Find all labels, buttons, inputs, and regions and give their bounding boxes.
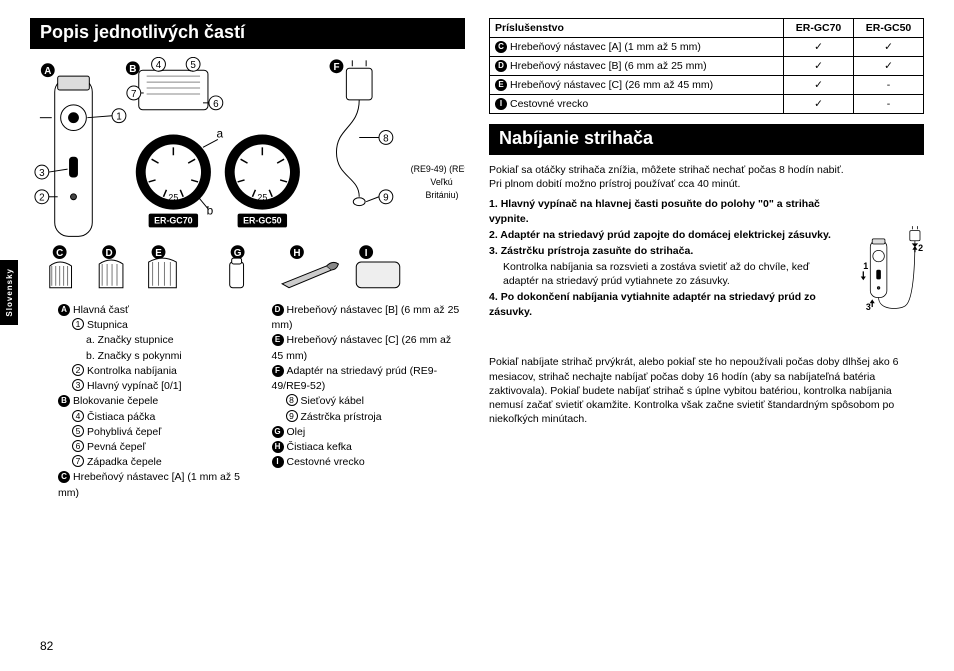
th-gc70: ER-GC70 [784,19,854,38]
page: Popis jednotlivých častí A 1 [30,18,924,653]
svg-text:I: I [365,248,368,259]
table-row: EHrebeňový nástavec [C] (26 mm až 45 mm)… [490,76,924,95]
svg-text:2: 2 [918,243,923,253]
svg-text:C: C [56,248,63,259]
svg-text:E: E [155,248,162,259]
svg-text:9: 9 [383,193,389,204]
legend: AHlavná časť 1Stupnica a. Značky stupnic… [30,303,465,501]
svg-text:2: 2 [39,193,45,204]
section-title-parts: Popis jednotlivých častí [30,18,465,49]
charging-steps: 1. Hlavný vypínač na hlavnej časti posuň… [489,197,924,347]
svg-text:Veľkú: Veľkú [430,177,452,187]
adapter-note-line1: (RE9-49) (RE9-52 pre [411,164,465,174]
svg-text:3: 3 [865,303,870,313]
svg-text:25: 25 [257,193,267,203]
table-row: CHrebeňový nástavec [A] (1 mm až 5 mm) ✓… [490,38,924,57]
svg-text:6: 6 [213,99,219,110]
svg-text:1: 1 [116,112,122,123]
dial-model-2: ER-GC50 [243,215,282,225]
svg-text:G: G [234,248,242,259]
accessories-table: Príslušenstvo ER-GC70 ER-GC50 CHrebeňový… [489,18,924,114]
charging-figure: 1 2 3 [848,197,924,347]
svg-text:8: 8 [383,133,389,144]
language-tab: Slovensky [0,260,18,325]
svg-text:7: 7 [131,89,137,100]
page-number: 82 [40,639,53,653]
svg-text:H: H [293,248,300,259]
svg-text:5: 5 [190,60,196,71]
right-column: Príslušenstvo ER-GC70 ER-GC50 CHrebeňový… [489,18,924,653]
svg-text:b: b [207,204,214,218]
svg-text:3: 3 [39,168,45,179]
dial-model-1: ER-GC70 [154,215,193,225]
svg-text:D: D [106,248,113,259]
svg-text:Britániu): Britániu) [425,190,458,200]
charging-outro: Pokiaľ nabíjate strihač prvýkrát, alebo … [489,355,924,426]
th-accessory: Príslušenstvo [490,19,784,38]
svg-text:B: B [129,64,136,75]
svg-text:A: A [44,66,51,77]
th-gc50: ER-GC50 [854,19,924,38]
section-title-charging: Nabíjanie strihača [489,124,924,155]
svg-text:F: F [333,62,339,73]
svg-text:a: a [217,126,224,140]
table-row: ICestovné vrecko ✓ - [490,95,924,114]
svg-text:25: 25 [168,193,178,203]
svg-text:1: 1 [863,261,868,271]
table-row: DHrebeňový nástavec [B] (6 mm až 25 mm) … [490,57,924,76]
charging-intro: Pokiaľ sa otáčky strihača znížia, môžete… [489,163,924,191]
svg-text:4: 4 [156,60,162,71]
parts-diagram: A 1 2 3 B 4 5 6 [30,57,465,297]
left-column: Popis jednotlivých častí A 1 [30,18,465,653]
